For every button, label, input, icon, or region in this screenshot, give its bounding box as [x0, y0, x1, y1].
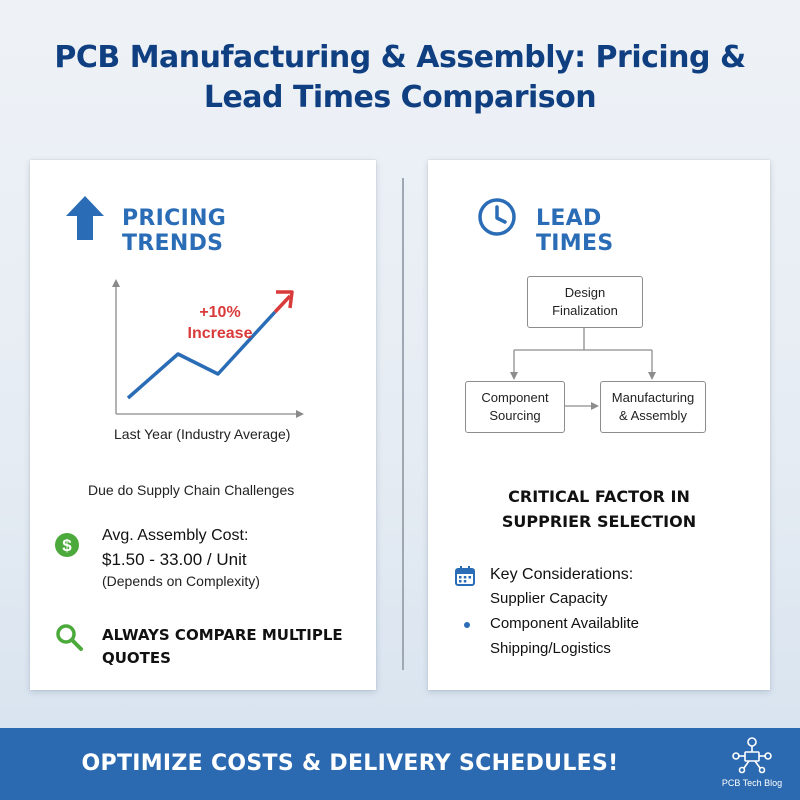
title-line-1: PCB Manufacturing & Assembly: Pricing &	[54, 40, 746, 75]
tip-text: ALWAYS COMPARE MULTIPLE QUOTES	[102, 624, 343, 670]
process-flow-connectors	[510, 328, 656, 410]
pricing-trend-chart	[112, 279, 304, 418]
trend-line	[126, 310, 277, 400]
consideration-item: Supplier Capacity	[490, 590, 608, 607]
trend-arrow-segment	[273, 294, 292, 314]
column-divider	[402, 178, 404, 670]
flow-step-manufacturing: Manufacturing & Assembly	[600, 381, 706, 433]
lead-times-card: LEAD TIMES Design Finalization Component…	[428, 160, 770, 690]
flow-step-design: Design Finalization	[527, 276, 643, 328]
svg-text:$: $	[62, 536, 72, 555]
critical-factor-line-2: SUPPRIER SELECTION	[501, 512, 697, 531]
trend-annotation-value: +10%	[199, 304, 241, 321]
dollar-icon: $	[55, 533, 79, 557]
chart-x-label: Last Year (Industry Average)	[114, 426, 291, 442]
cta-banner: OPTIMIZE COSTS & DELIVERY SCHEDULES! PCB…	[0, 728, 800, 800]
flow-step-design-line-1: Design	[564, 285, 606, 300]
trend-arrowhead	[276, 290, 294, 309]
tip-line-2: QUOTES	[102, 649, 171, 667]
magnifier-icon	[56, 624, 83, 651]
flow-step-design-line-2: Finalization	[552, 303, 618, 318]
critical-factor: CRITICAL FACTOR IN SUPPRIER SELECTION	[428, 484, 770, 534]
trend-annotation: +10% Increase	[180, 302, 260, 344]
flow-step-sourcing-line-1: Component	[481, 390, 549, 405]
cost-label: Avg. Assembly Cost:	[102, 527, 249, 544]
pricing-heading: PRICING TRENDS	[122, 206, 227, 256]
cost-note: (Depends on Complexity)	[102, 573, 260, 589]
calendar-icon	[455, 566, 475, 586]
considerations-label: Key Considerations:	[490, 566, 634, 583]
lead-times-heading: LEAD TIMES	[536, 206, 614, 256]
consideration-item: Shipping/Logistics	[490, 640, 611, 657]
cta-text: OPTIMIZE COSTS & DELIVERY SCHEDULES!	[81, 751, 619, 776]
title-line-2: Lead Times Comparison	[203, 80, 597, 115]
cost-value: $1.50 - 33.00 / Unit	[102, 550, 247, 569]
brand-name: PCB Tech Blog	[721, 778, 783, 788]
flow-step-manufacturing-line-1: Manufacturing	[611, 390, 695, 405]
flow-step-sourcing: Component Sourcing	[465, 381, 565, 433]
circuit-logo	[732, 737, 772, 774]
clock-icon	[478, 198, 516, 236]
critical-factor-line-1: CRITICAL FACTOR IN	[508, 487, 690, 506]
trend-annotation-label: Increase	[187, 325, 253, 342]
pricing-card: PRICING TRENDS +10% Increase Last Year (…	[30, 160, 376, 690]
flow-step-manufacturing-line-2: & Assembly	[619, 408, 687, 423]
consideration-item: Component Availablite	[490, 615, 639, 632]
flow-step-sourcing-line-2: Sourcing	[489, 408, 541, 423]
pricing-cause: Due do Supply Chain Challenges	[88, 482, 295, 498]
page-title: PCB Manufacturing & Assembly: Pricing & …	[0, 38, 800, 118]
tip-line-1: ALWAYS COMPARE MULTIPLE	[102, 626, 343, 644]
up-arrow-icon	[66, 196, 104, 240]
bullet-dot	[464, 622, 470, 628]
